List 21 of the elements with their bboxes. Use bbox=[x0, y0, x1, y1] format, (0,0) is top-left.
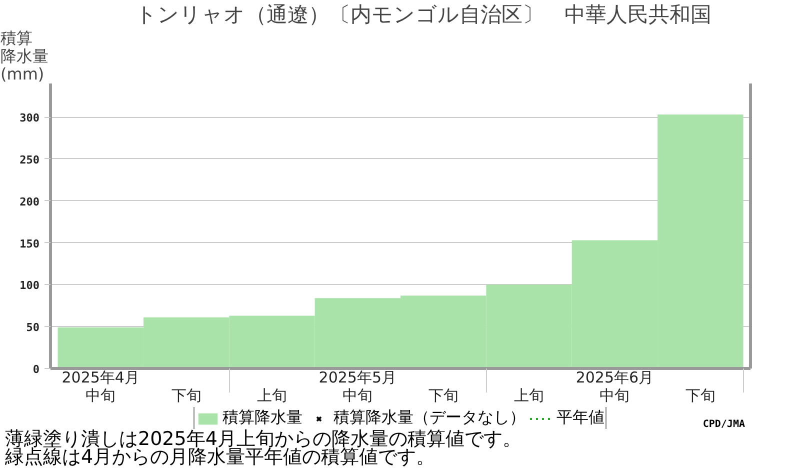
y-tick-label: 250 bbox=[20, 153, 40, 166]
y-tick-label: 150 bbox=[20, 237, 40, 250]
x-tick-label: 2025年5月中旬 bbox=[318, 368, 397, 404]
text: CPD/JMA bbox=[702, 419, 745, 430]
y-tick-label: 100 bbox=[20, 279, 40, 292]
legend-label: 平年値 bbox=[556, 408, 604, 428]
x-tick-label: 下旬 bbox=[171, 386, 202, 404]
y-tick-label: 300 bbox=[20, 112, 40, 125]
x-tick-label: 2025年4月中旬 bbox=[62, 368, 140, 404]
legend-label: 積算降水量（データなし） bbox=[334, 408, 526, 428]
x-tick-label: 下旬 bbox=[428, 386, 458, 404]
x-tick-label: 下旬 bbox=[685, 386, 716, 404]
x-tick-label: 2025年6月中旬 bbox=[576, 368, 654, 404]
chart-title: トンリャオ（通遼）〔内モンゴル自治区〕 中華人民共和国 bbox=[136, 2, 712, 26]
y-tick-label: 50 bbox=[26, 321, 40, 334]
legend-label: 積算降水量 bbox=[222, 408, 302, 428]
x-tick-label: 上旬 bbox=[514, 386, 544, 404]
y-tick-label: 0 bbox=[32, 363, 40, 376]
y-axis-title: 積算降水量(mm) bbox=[0, 28, 48, 84]
y-tick-label: 200 bbox=[20, 195, 40, 208]
x-tick-label: 上旬 bbox=[256, 386, 287, 404]
